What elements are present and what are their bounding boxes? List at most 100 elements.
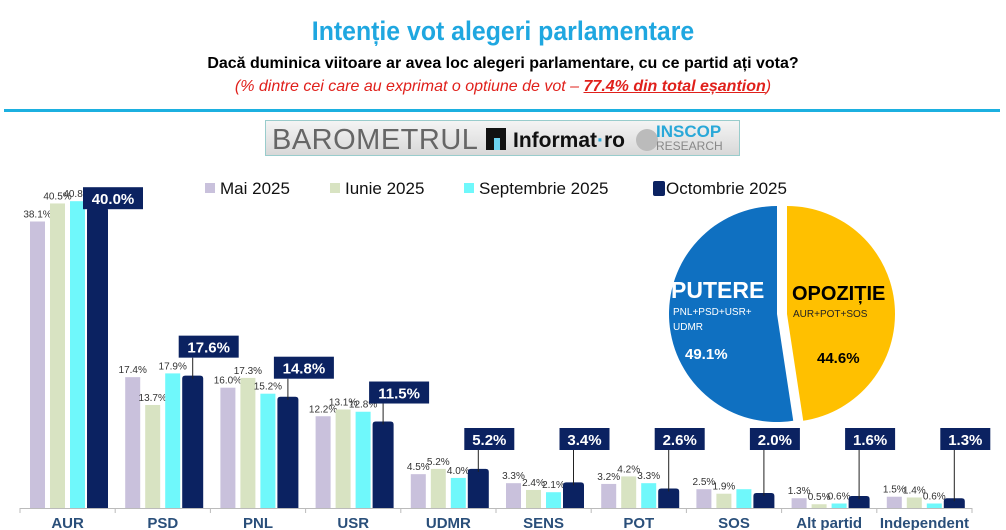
pie-svg (669, 206, 895, 422)
oct-label-box (83, 187, 143, 210)
legend-item-septembrie: Septembrie 2025 (464, 179, 608, 199)
data-label-highlight: 2.6% (663, 432, 697, 449)
bar-octombrie (753, 492, 775, 508)
barometer-logo-text: BAROMETRUL (272, 124, 479, 156)
inscop-logo-text: INSCOP RESEARCH (656, 122, 723, 154)
bar-octombrie (182, 375, 204, 508)
data-label: 5.2% (427, 457, 450, 468)
oct-label-box (464, 428, 515, 450)
bar-iunie (145, 404, 161, 508)
data-label: 38.1% (23, 209, 51, 220)
informat-tld: ro (604, 129, 625, 152)
bar-mai (886, 496, 902, 508)
bar-iunie (621, 476, 637, 508)
bar-mai (506, 483, 521, 508)
pie-putere-detail: PNL+PSD+USR+ (673, 307, 752, 318)
bar-septembrie (165, 373, 181, 508)
data-label: 4.0% (447, 466, 470, 477)
bar-mai (30, 221, 45, 508)
legend-item-iunie: Iunie 2025 (330, 179, 424, 199)
inscop-research: RESEARCH (656, 139, 723, 153)
oct-label-box (273, 356, 334, 379)
legend-label: Octombrie 2025 (666, 179, 787, 198)
legend-swatch (653, 181, 665, 196)
legend-label: Septembrie 2025 (479, 179, 609, 198)
bar-mai (125, 377, 141, 508)
informat-name: Informat (513, 129, 597, 152)
data-label-highlight: 11.5% (378, 386, 420, 403)
data-label: 16.0% (214, 376, 242, 387)
data-label: 0.5% (808, 492, 831, 503)
bar-octombrie (943, 498, 965, 508)
bar-mai (696, 489, 712, 508)
data-label-highlight: 5.2% (472, 432, 506, 449)
data-label: 2.5% (693, 477, 716, 488)
bar-mai (601, 483, 617, 508)
data-label: 3.3% (637, 471, 660, 482)
bar-septembrie (450, 477, 466, 508)
oct-label-box (369, 381, 430, 404)
x-tick-label: PSD (147, 515, 178, 530)
pie-opozitie-title: OPOZIȚIE (792, 283, 886, 305)
note-suffix: ) (765, 78, 772, 95)
chart-title: Intenție vot alegeri parlamentare (311, 16, 695, 46)
oct-label-box (749, 428, 800, 450)
bar-mai (315, 416, 331, 508)
data-label: 17.3% (234, 366, 262, 377)
bar-septembrie (926, 503, 942, 508)
note-prefix: (% dintre cei care au exprimat o optiune… (234, 78, 584, 95)
legend-swatch (330, 183, 340, 193)
x-tick-label: AUR (51, 515, 84, 530)
data-label: 40.8% (63, 189, 91, 200)
bar-octombrie (277, 396, 299, 508)
data-label-highlight: 14.8% (283, 361, 326, 378)
informat-dot: · (597, 129, 604, 152)
data-label-highlight: 17.6% (187, 340, 230, 357)
data-label-highlight: 1.6% (853, 432, 887, 449)
pie-chart: PUTERE PNL+PSD+USR+ UDMR 49.1% OPOZIȚIE … (667, 203, 897, 425)
data-label: 4.5% (407, 462, 430, 473)
bar-octombrie (467, 468, 489, 508)
inscop-logo-icon (636, 129, 658, 151)
x-tick-label: SOS (718, 515, 750, 530)
data-label: 40.5% (43, 191, 71, 202)
data-label: 17.9% (159, 361, 187, 372)
data-label: 13.7% (139, 393, 167, 404)
note-highlight: 77.4% din total eșantion (583, 78, 766, 95)
data-label: 1.9% (713, 482, 736, 493)
bar-octombrie (658, 488, 680, 508)
oct-label-box (845, 428, 896, 450)
bar-iunie (430, 468, 446, 508)
bar-iunie (716, 493, 732, 508)
bar-iunie (335, 409, 351, 508)
bar-mai (220, 387, 236, 508)
data-label: 13.1% (329, 397, 357, 408)
x-tick-label: Alt partid (796, 515, 862, 530)
pie-putere-value: 49.1% (685, 346, 728, 363)
data-label: 3.3% (502, 471, 525, 482)
data-label: 2.1% (542, 480, 565, 491)
bar-iunie (526, 489, 541, 508)
inscop-name: INSCOP (656, 122, 722, 141)
pie-opozitie-value: 44.6% (817, 350, 860, 367)
bar-octombrie (848, 495, 870, 508)
data-label: 1.5% (883, 485, 906, 496)
pie-putere-detail-2: UDMR (673, 322, 703, 333)
bar-mai (791, 498, 807, 508)
bar-septembrie (831, 503, 847, 508)
x-tick-label: SENS (523, 515, 564, 530)
pie-slice-putere (669, 206, 794, 422)
bar-octombrie (87, 207, 108, 508)
legend-label: Iunie 2025 (345, 179, 425, 198)
x-tick-label: PNL (243, 515, 273, 530)
pie-putere-title: PUTERE (671, 277, 765, 303)
oct-label-box (178, 335, 239, 358)
data-label: 12.2% (309, 404, 337, 415)
bar-octombrie (372, 421, 394, 508)
data-label: 1.3% (788, 486, 811, 497)
bar-iunie (811, 504, 827, 508)
data-label: 15.2% (254, 382, 282, 393)
data-label-highlight: 2.0% (758, 432, 792, 449)
bar-septembrie (641, 483, 657, 508)
